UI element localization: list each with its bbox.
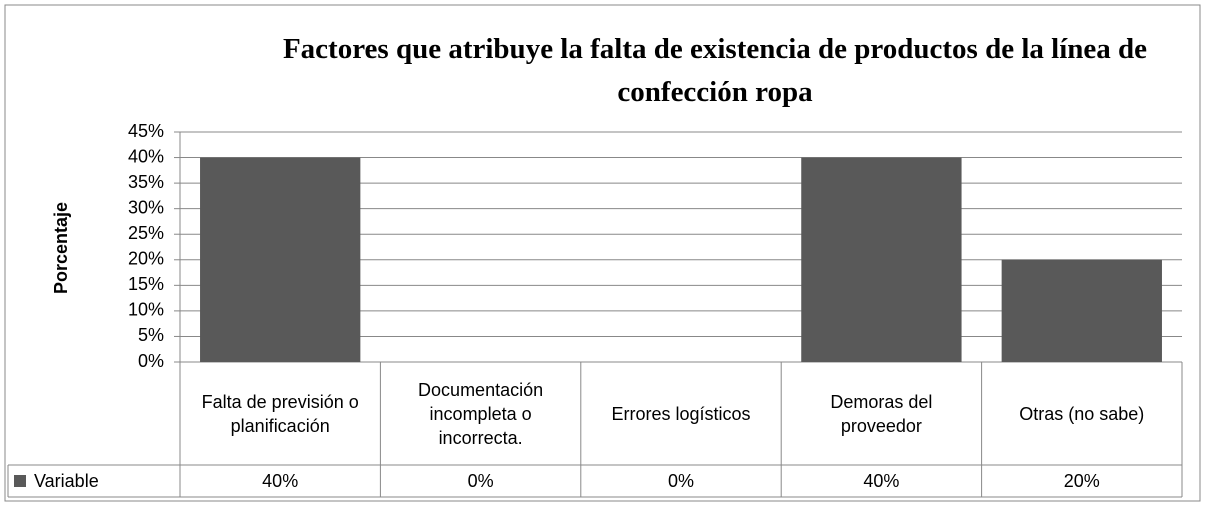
y-tick-label: 45% bbox=[128, 121, 164, 141]
x-tick-label: Errores logísticos bbox=[611, 403, 751, 424]
table-value: 20% bbox=[1063, 471, 1100, 491]
y-tick-label: 0% bbox=[138, 351, 164, 371]
chart-title: Factores que atribuye la falta de existe… bbox=[282, 33, 1148, 108]
x-tick-label: Falta de previsión o planificación bbox=[201, 391, 359, 436]
table-value: 40% bbox=[863, 471, 900, 491]
legend-label: Variable bbox=[34, 471, 99, 491]
x-tick-label: Documentación incompleta o incorrecta. bbox=[418, 379, 544, 448]
y-tick-label: 25% bbox=[128, 223, 164, 243]
bar bbox=[200, 157, 361, 362]
chart-frame bbox=[4, 4, 1201, 502]
y-tick-label: 30% bbox=[128, 197, 164, 217]
table-value: 0% bbox=[667, 471, 694, 491]
table-value: 40% bbox=[262, 471, 299, 491]
y-tick-label: 20% bbox=[128, 249, 164, 269]
y-tick-label: 15% bbox=[128, 274, 164, 294]
bar bbox=[801, 157, 962, 362]
table-value: 0% bbox=[467, 471, 494, 491]
y-tick-label: 5% bbox=[138, 325, 164, 345]
x-tick-label: Otras (no sabe) bbox=[1019, 403, 1145, 424]
y-tick-label: 35% bbox=[128, 172, 164, 192]
y-tick-label: 10% bbox=[128, 300, 164, 320]
y-axis-label: Porcentaje bbox=[51, 202, 71, 294]
x-tick-label: Demoras del proveedor bbox=[830, 391, 933, 436]
bar bbox=[1001, 259, 1162, 362]
y-tick-label: 40% bbox=[128, 146, 164, 166]
legend-key bbox=[14, 475, 26, 487]
